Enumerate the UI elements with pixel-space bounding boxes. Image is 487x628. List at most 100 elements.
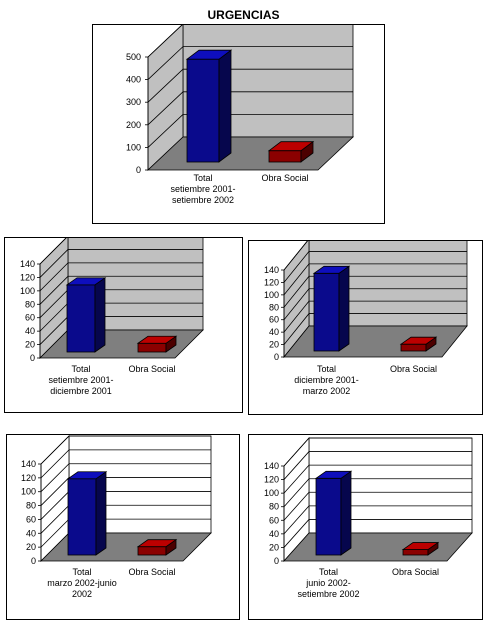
bar-side [95,471,107,556]
x-category-label: junio 2002- [305,578,351,588]
gridline [39,249,203,278]
bar-top [66,471,108,480]
gridline [283,300,467,333]
page-title: URGENCIAS [207,8,280,22]
y-tick-label: 140 [264,461,279,471]
bar-obra-social [136,538,178,556]
chart-floor [283,325,468,358]
bar-front [400,343,427,352]
y-tick-label: 100 [20,286,35,296]
bar-top [399,336,438,345]
gridline [40,435,211,465]
y-tick-label: 80 [26,501,36,511]
gridline [283,505,472,535]
gridline [283,263,467,296]
x-category-label: setiembre 2001- [48,375,113,385]
y-tick-label: 40 [25,326,35,336]
x-category-label: marzo 2002-junio [47,578,117,588]
x-category-label: 2002 [72,589,92,599]
y-tick-label: 80 [269,502,279,512]
bar-total [185,49,233,163]
chart-floor [40,532,212,562]
gridline [283,251,467,283]
y-tick-label: 0 [274,556,279,566]
gridline [39,238,67,265]
y-tick-label: 300 [126,97,141,107]
x-category-label: Obra Social [390,364,437,374]
gridline [283,437,472,467]
chart-floor [39,329,204,359]
x-category-label: Obra Social [128,364,175,374]
chart-panel-mar-jun-2002: 0 20 40 60 80 100 120 140 Total marzo 2002-junio 2… [6,434,240,620]
y-tick-label: 100 [126,142,141,152]
x-category-label: Total [72,567,91,577]
bar-front [137,342,167,353]
y-tick-label: 40 [269,529,279,539]
bar-front [67,478,97,556]
gridline [147,68,353,103]
chart-floor [283,532,473,562]
gridline [283,491,472,521]
y-tick-label: 80 [269,302,279,312]
x-category-label: setiembre 2002 [172,195,234,205]
gridline [283,464,472,494]
bar-top [401,542,440,550]
chart-panel-sep-dec-2001: 0 20 40 60 80 100 120 140 Total setiembre 2001- di… [4,237,243,413]
x-category-label: Total [317,364,336,374]
chart-floor [146,136,355,171]
x-category-label: setiembre 2002 [297,589,359,599]
y-tick-label: 0 [136,165,141,175]
y-tick-label: 140 [21,459,36,469]
bar-total [66,471,108,556]
y-tick-label: 400 [126,75,141,85]
bar-side [94,277,106,353]
y-tick-label: 100 [21,487,36,497]
bar-top [185,49,233,60]
y-tick-label: 20 [269,340,279,350]
gridline [40,449,211,479]
x-category-label: Total [193,173,212,183]
gridline [283,275,467,308]
gridline [147,91,353,126]
gridline [39,262,203,292]
bar-front [268,150,302,163]
x-category-label: setiembre 2001- [170,184,235,194]
bar-front [66,284,96,353]
gridline [283,288,467,320]
chart-panel-total-year: 0 100 200 300 400 500 Total setiembre 2001- seti… [92,24,385,224]
bar-obra-social [136,335,178,353]
bar-obra-social [267,140,315,163]
bar-obra-social [399,336,438,352]
bar-top [267,141,315,152]
bar-top [314,470,353,479]
bar-side [338,265,350,352]
gridline [283,313,467,345]
y-tick-label: 80 [25,299,35,309]
bar-side [218,49,232,163]
y-tick-label: 0 [30,353,35,363]
gridline [39,275,203,305]
gridline [40,477,211,506]
bar-obra-social [401,541,440,556]
bar-total [65,277,107,353]
y-tick-label: 0 [31,556,36,566]
y-tick-label: 20 [26,542,36,552]
gridline [283,241,308,271]
y-tick-label: 60 [269,315,279,325]
y-tick-label: 100 [264,290,279,300]
y-tick-label: 40 [269,327,279,337]
x-category-label: diciembre 2001 [50,386,112,396]
bar-front [402,549,429,556]
bar-front [137,546,167,556]
gridline [40,463,211,492]
y-tick-label: 200 [126,120,141,130]
y-tick-label: 100 [264,488,279,498]
chart-panel-jun-sep-2002: 0 20 40 60 80 100 120 140 Total junio 2002- setiem… [248,434,483,620]
y-tick-label: 140 [20,259,35,269]
x-category-label: Obra Social [261,173,308,183]
gridline [283,478,472,507]
